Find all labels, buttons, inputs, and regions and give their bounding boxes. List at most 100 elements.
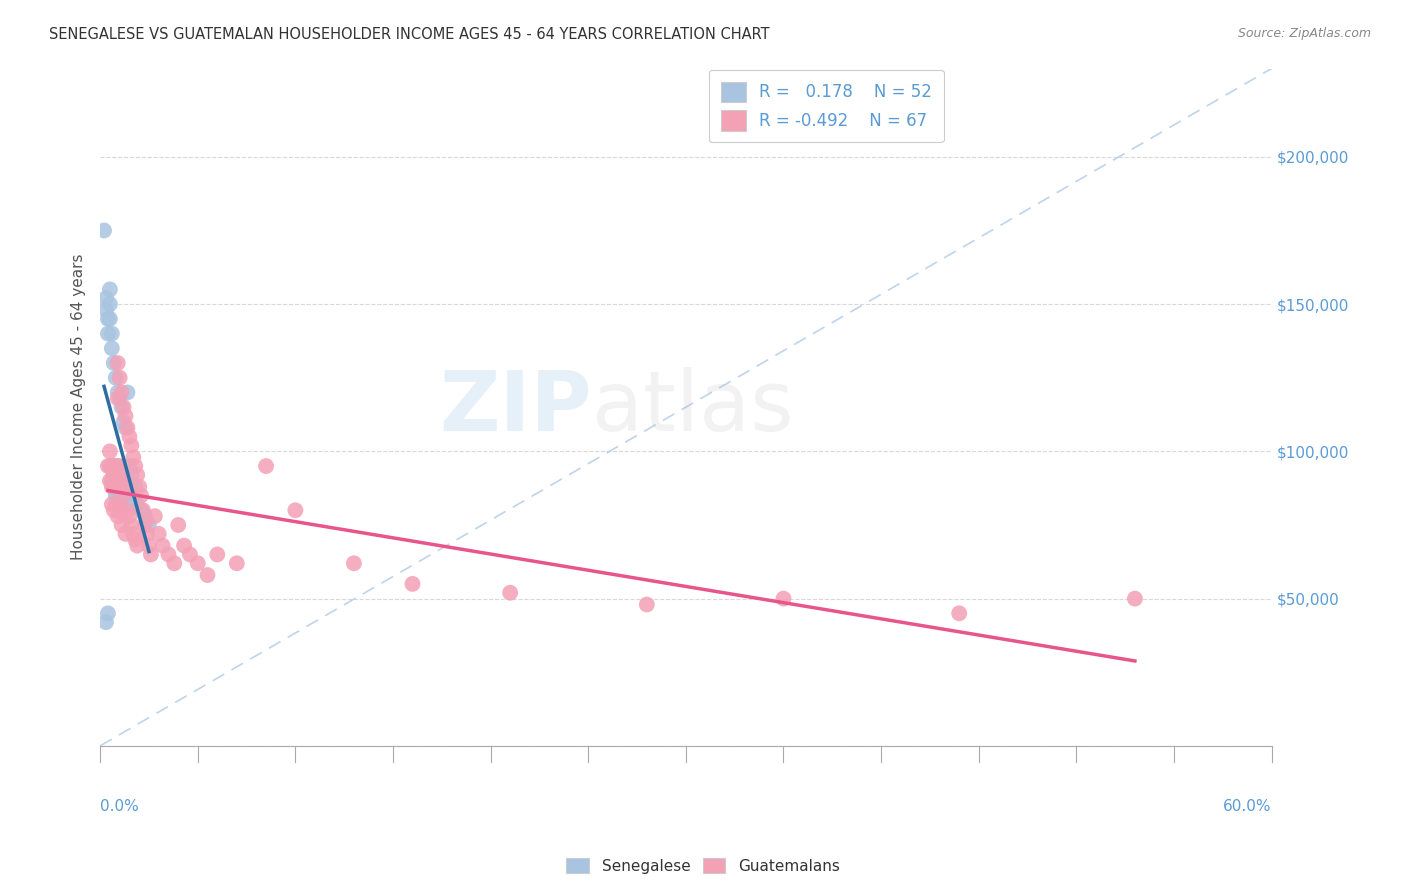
Point — [107, 356, 129, 370]
Point — [103, 480, 125, 494]
Point — [499, 585, 522, 599]
Point — [179, 548, 201, 562]
Point — [117, 421, 139, 435]
Point — [101, 459, 124, 474]
Point — [108, 467, 131, 482]
Legend: Senegalese, Guatemalans: Senegalese, Guatemalans — [561, 852, 845, 880]
Point — [101, 341, 124, 355]
Point — [107, 385, 129, 400]
Point — [108, 370, 131, 384]
Point — [97, 326, 120, 341]
Point — [101, 474, 124, 488]
Point — [122, 450, 145, 465]
Point — [134, 509, 156, 524]
Point — [138, 518, 160, 533]
Point — [108, 467, 131, 482]
Point — [98, 311, 121, 326]
Point — [117, 385, 139, 400]
Point — [401, 577, 423, 591]
Point — [110, 385, 132, 400]
Point — [114, 409, 136, 423]
Point — [284, 503, 307, 517]
Point — [98, 444, 121, 458]
Text: atlas: atlas — [592, 367, 794, 448]
Point — [98, 297, 121, 311]
Point — [136, 526, 159, 541]
Point — [120, 438, 142, 452]
Point — [143, 509, 166, 524]
Text: 60.0%: 60.0% — [1223, 798, 1271, 814]
Point — [103, 467, 125, 482]
Point — [108, 480, 131, 494]
Point — [107, 459, 129, 474]
Point — [94, 291, 117, 305]
Point — [225, 556, 247, 570]
Point — [98, 459, 121, 474]
Point — [114, 480, 136, 494]
Text: 0.0%: 0.0% — [100, 798, 139, 814]
Point — [98, 474, 121, 488]
Point — [104, 497, 127, 511]
Point — [128, 480, 150, 494]
Text: SENEGALESE VS GUATEMALAN HOUSEHOLDER INCOME AGES 45 - 64 YEARS CORRELATION CHART: SENEGALESE VS GUATEMALAN HOUSEHOLDER INC… — [49, 27, 770, 42]
Point — [254, 459, 277, 474]
Point — [104, 459, 127, 474]
Text: Source: ZipAtlas.com: Source: ZipAtlas.com — [1237, 27, 1371, 40]
Point — [148, 526, 170, 541]
Point — [163, 556, 186, 570]
Point — [97, 459, 120, 474]
Point — [139, 548, 162, 562]
Point — [117, 480, 139, 494]
Point — [948, 607, 970, 621]
Point — [114, 526, 136, 541]
Point — [107, 459, 129, 474]
Point — [103, 467, 125, 482]
Point — [112, 400, 135, 414]
Point — [124, 459, 146, 474]
Point — [103, 459, 125, 474]
Point — [107, 489, 129, 503]
Legend: R =   0.178    N = 52, R = -0.492    N = 67: R = 0.178 N = 52, R = -0.492 N = 67 — [709, 70, 943, 143]
Point — [110, 474, 132, 488]
Point — [101, 497, 124, 511]
Point — [118, 509, 141, 524]
Point — [124, 533, 146, 547]
Point — [122, 526, 145, 541]
Point — [127, 539, 149, 553]
Point — [129, 489, 152, 503]
Point — [132, 503, 155, 517]
Y-axis label: Householder Income Ages 45 - 64 years: Householder Income Ages 45 - 64 years — [72, 254, 86, 560]
Point — [110, 489, 132, 503]
Point — [118, 480, 141, 494]
Point — [108, 497, 131, 511]
Point — [134, 518, 156, 533]
Point — [343, 556, 366, 570]
Point — [120, 467, 142, 482]
Point — [110, 467, 132, 482]
Point — [101, 480, 124, 494]
Point — [207, 548, 229, 562]
Point — [120, 518, 142, 533]
Point — [112, 415, 135, 429]
Point — [104, 370, 127, 384]
Point — [114, 489, 136, 503]
Point — [103, 503, 125, 517]
Point — [104, 480, 127, 494]
Point — [107, 474, 129, 488]
Point — [157, 548, 180, 562]
Point — [112, 489, 135, 503]
Point — [127, 497, 149, 511]
Point — [118, 497, 141, 511]
Point — [104, 480, 127, 494]
Point — [118, 459, 141, 474]
Point — [173, 539, 195, 553]
Point — [94, 303, 117, 318]
Point — [112, 480, 135, 494]
Point — [118, 430, 141, 444]
Text: ZIP: ZIP — [440, 367, 592, 448]
Point — [103, 356, 125, 370]
Point — [110, 400, 132, 414]
Point — [104, 489, 127, 503]
Point — [1123, 591, 1146, 606]
Point — [117, 503, 139, 517]
